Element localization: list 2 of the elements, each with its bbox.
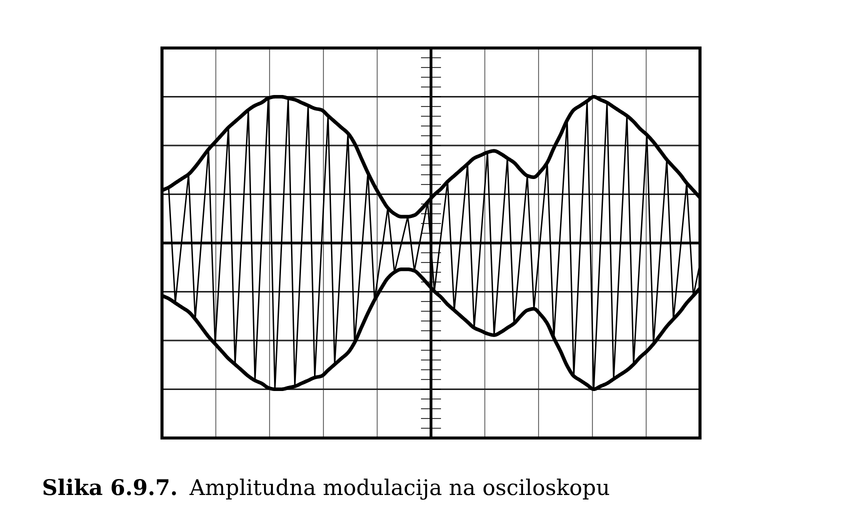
text: Slika 6.9.7.	[43, 478, 176, 496]
text: Amplitudna modulacija na osciloskopu	[189, 478, 610, 500]
